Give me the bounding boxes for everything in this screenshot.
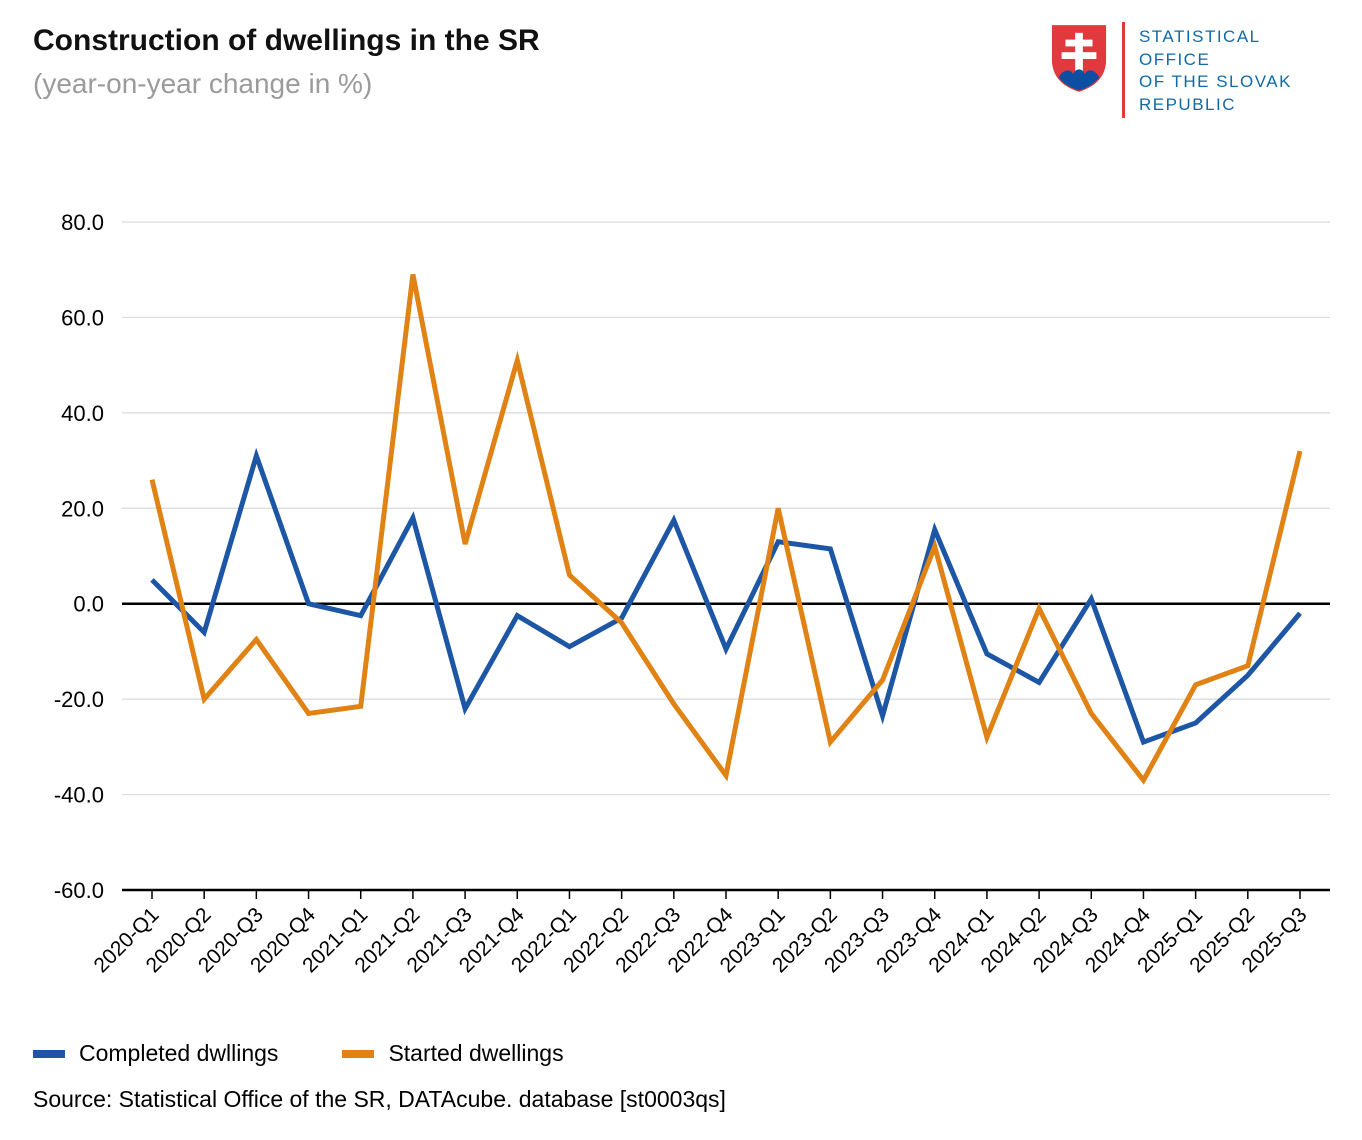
y-axis-tick-label: 0.0: [73, 592, 104, 617]
page-subtitle: (year-on-year change in %): [33, 67, 373, 99]
series-line-1: [149, 274, 1303, 785]
page-title: Construction of dwellings in the SR: [33, 24, 540, 57]
legend-swatch-started: [342, 1049, 375, 1058]
chart-header: Construction of dwellings in the SR (yea…: [33, 22, 540, 102]
series-line-0: [150, 447, 1302, 746]
slovak-coat-of-arms-icon: [1051, 25, 1107, 92]
legend-label-started: Started dwellings: [388, 1040, 564, 1066]
y-axis-tick-label: 80.0: [61, 210, 104, 235]
y-axis-tick-label: 20.0: [61, 496, 104, 521]
source-text: Source: Statistical Office of the SR, DA…: [33, 1086, 726, 1112]
line-chart: -60.0 -40.0 -20.0 0.0 20.0 40.0 60.0 80.0 2020-Q…: [0, 150, 1362, 1030]
legend-label-completed: Completed dwllings: [79, 1040, 279, 1066]
y-axis-tick-label: -60.0: [54, 878, 104, 903]
logo-text-line: OF THE SLOVAK: [1138, 72, 1292, 92]
y-axis-tick-label: -40.0: [54, 783, 104, 808]
chart-svg: -60.0-40.0-20.00.020.040.060.080.02020-Q…: [54, 210, 1330, 977]
logo-divider: [1121, 22, 1125, 118]
statistical-office-logo: STATISTICAL OFFICE OF THE SLOVAK REPUBLI…: [1050, 22, 1292, 118]
logo-text-line: STATISTICAL: [1138, 27, 1261, 46]
logo-text-line: REPUBLIC: [1138, 94, 1236, 114]
legend-item-completed: Completed dwllings: [33, 1040, 278, 1067]
logo-text-line: OFFICE: [1138, 49, 1211, 69]
logo-text: STATISTICAL OFFICE OF THE SLOVAK REPUBLI…: [1139, 22, 1292, 116]
y-axis-tick-label: 40.0: [61, 401, 104, 426]
legend-item-started: Started dwellings: [342, 1040, 564, 1067]
chart-legend: Completed dwllings Started dwellings: [33, 1040, 564, 1067]
legend-swatch-completed: [33, 1049, 65, 1058]
y-axis-tick-label: 60.0: [61, 305, 104, 330]
y-axis-tick-label: -20.0: [54, 687, 104, 712]
